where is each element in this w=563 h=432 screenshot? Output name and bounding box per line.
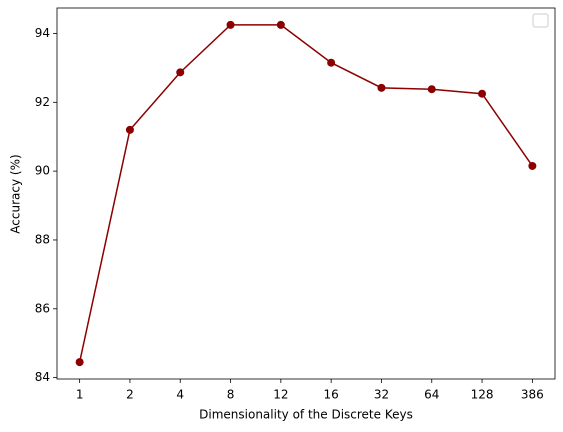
point (176, 68, 185, 77)
x-tick-label: 2 (126, 388, 134, 402)
point (478, 89, 487, 98)
x-tick-label: 386 (521, 388, 544, 402)
point (75, 358, 84, 367)
y-tick-label: 84 (35, 370, 50, 384)
x-tick-label: 8 (227, 388, 235, 402)
y-tick-label: 94 (35, 26, 50, 40)
x-axis-label: Dimensionality of the Discrete Keys (199, 408, 413, 422)
x-tick-label: 128 (471, 388, 494, 402)
plot-frame (56, 7, 556, 380)
y-tick-label: 92 (35, 95, 50, 109)
legend-box (532, 13, 549, 28)
point (528, 161, 537, 170)
point (125, 125, 134, 134)
point (226, 20, 235, 29)
x-tick-label: 1 (76, 388, 84, 402)
y-tick-label: 88 (35, 232, 50, 246)
x-tick-label: 12 (273, 388, 288, 402)
point (377, 83, 386, 92)
point (427, 85, 436, 94)
y-tick-label: 86 (35, 301, 50, 315)
x-tick-label: 4 (176, 388, 184, 402)
line (78, 24, 533, 363)
y-axis-label: Accuracy (%) (9, 154, 23, 233)
point (276, 20, 285, 29)
x-tick-label: 16 (324, 388, 339, 402)
x-tick-label: 64 (424, 388, 439, 402)
x-tick-label: 32 (374, 388, 389, 402)
point (327, 58, 336, 67)
y-tick-label: 90 (35, 164, 50, 178)
